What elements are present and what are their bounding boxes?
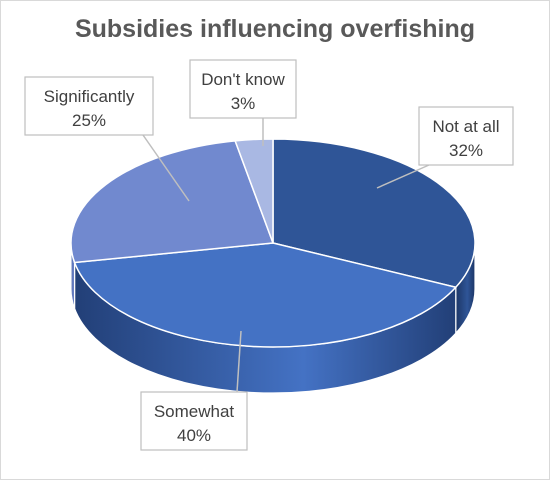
pie-slice-don-t-know [234, 138, 274, 244]
callout-leader-line [236, 330, 242, 393]
callout-leader-line [376, 164, 430, 189]
callout-not-at-all: Not at all 32% [376, 106, 514, 189]
callout-box [140, 391, 248, 451]
callout-box [24, 76, 154, 136]
slice-label: Somewhat [154, 402, 235, 421]
pie-labels: Not at all 32% Somewhat 40% Significantly 25%… [24, 59, 514, 451]
callout-somewhat: Somewhat 40% [140, 330, 248, 451]
callout-box [418, 106, 514, 166]
chart-title: Subsidies influencing overfishing [74, 15, 476, 43]
callout-box [189, 59, 297, 119]
slice-label: Don't know [201, 70, 285, 89]
slice-label: Not at all [432, 117, 499, 136]
pie-slice-not-at-all [272, 138, 476, 289]
callout-significantly: Significantly 25% [24, 76, 190, 202]
pie-slice-somewhat [73, 242, 458, 348]
slice-value-label: 32% [449, 141, 483, 160]
callout-don-t-know: Don't know 3% [189, 59, 297, 146]
slice-value-label: 3% [231, 94, 256, 113]
slice-label: Significantly [44, 87, 135, 106]
callout-leader-line [142, 134, 190, 202]
slice-value-label: 25% [72, 111, 106, 130]
pie-top-faces [70, 138, 476, 348]
pie-slice-significantly [70, 140, 275, 264]
slice-value-label: 40% [177, 426, 211, 445]
